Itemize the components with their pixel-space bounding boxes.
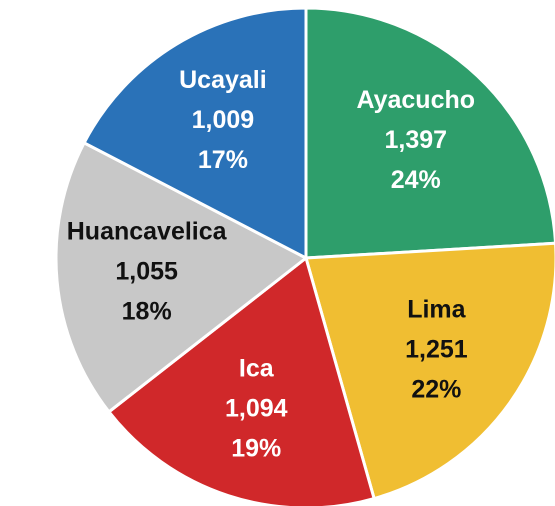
value-label: 1,055 <box>115 257 178 285</box>
slice-label: Huancavelica <box>67 217 228 245</box>
slice-label: Ayacucho <box>356 86 475 114</box>
percent-label: 24% <box>391 166 441 194</box>
percent-label: 17% <box>198 146 248 174</box>
percent-label: 19% <box>231 435 281 463</box>
slice-label: Lima <box>407 295 466 323</box>
value-label: 1,251 <box>405 335 468 363</box>
pie-slice <box>304 6 555 260</box>
value-label: 1,009 <box>192 106 255 134</box>
value-label: 1,397 <box>384 126 447 154</box>
pie-slice <box>106 255 376 506</box>
value-label: 1,094 <box>225 395 288 423</box>
slice-label: Ucayali <box>179 66 267 94</box>
percent-label: 22% <box>411 375 461 403</box>
pie-slice <box>54 140 309 414</box>
pie-slice <box>82 6 308 261</box>
slice-label: Ica <box>239 355 275 383</box>
percent-label: 18% <box>122 297 172 325</box>
